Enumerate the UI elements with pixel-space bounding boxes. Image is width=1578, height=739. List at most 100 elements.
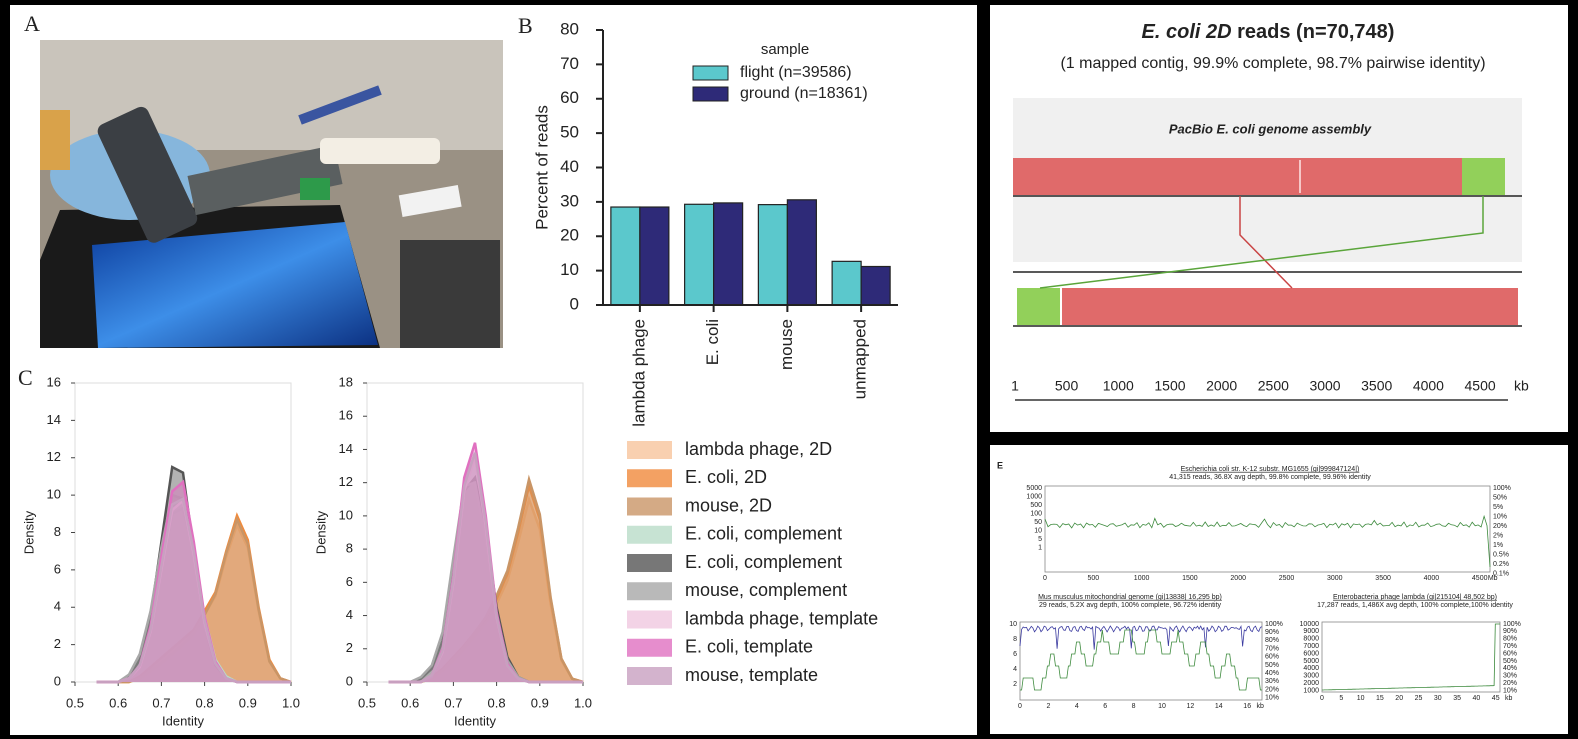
coverage-right-label: 60% bbox=[1265, 654, 1279, 661]
x-tick-label: 2000 bbox=[1206, 378, 1237, 394]
coverage-x-label: 1500 bbox=[1182, 575, 1198, 582]
coverage-left-label: 8 bbox=[1013, 636, 1017, 643]
y-tick-label: 10 bbox=[47, 487, 61, 502]
coverage-right-label: 40% bbox=[1265, 670, 1279, 677]
x-tick-label: 1500 bbox=[1154, 378, 1185, 394]
coverage-x-label: Mb bbox=[1488, 575, 1498, 582]
coverage-x-label: 6 bbox=[1103, 703, 1107, 710]
coverage-right-label: 70% bbox=[1503, 643, 1517, 650]
y-tick-label: 30 bbox=[560, 191, 579, 210]
x-tick-label: 0.6 bbox=[401, 695, 419, 710]
x-tick-label: 1000 bbox=[1103, 378, 1134, 394]
coverage-right-label: 90% bbox=[1503, 628, 1517, 635]
x-tick-label: 0.9 bbox=[239, 695, 257, 710]
coverage-x-label: 10 bbox=[1158, 703, 1166, 710]
axis-unit: kb bbox=[1514, 378, 1529, 394]
coverage-right-label: 2% bbox=[1493, 532, 1503, 539]
coverage-subtitle: 41,315 reads, 36.8X avg depth, 99.8% com… bbox=[1169, 474, 1371, 481]
coverage-title: Escherichia coli str. K-12 substr. MG165… bbox=[1181, 466, 1360, 473]
coverage-x-label: 8 bbox=[1132, 703, 1136, 710]
bar bbox=[685, 204, 714, 305]
y-tick-label: 10 bbox=[339, 507, 353, 522]
legend-label: lambda phage, 2D bbox=[685, 439, 832, 459]
x-tick-label: 0.7 bbox=[444, 695, 462, 710]
coverage-right-label: 100% bbox=[1503, 621, 1521, 628]
coverage-left-label: 8000 bbox=[1303, 636, 1319, 643]
coverage-x-label: 20 bbox=[1395, 695, 1403, 702]
bar bbox=[861, 267, 890, 306]
alignment-title: E. coli 2D reads (n=70,748) bbox=[1142, 21, 1395, 43]
y-tick-label: 12 bbox=[47, 449, 61, 464]
coverage-right-label: 20% bbox=[1493, 523, 1507, 530]
y-tick-label: 20 bbox=[560, 226, 579, 245]
y-tick-label: 10 bbox=[560, 260, 579, 279]
bar bbox=[832, 261, 861, 305]
legend-label: lambda phage, template bbox=[685, 608, 878, 628]
legend-swatch bbox=[627, 667, 672, 685]
x-tick-label: 1.0 bbox=[574, 695, 592, 710]
coverage-right-label: 20% bbox=[1265, 686, 1279, 693]
coverage-x-label: 40 bbox=[1473, 695, 1481, 702]
alignment-subtitle: (1 mapped contig, 99.9% complete, 98.7% … bbox=[1060, 55, 1485, 72]
coverage-x-label: 4000 bbox=[1424, 575, 1440, 582]
coverage-x-label: 14 bbox=[1215, 703, 1223, 710]
bar bbox=[758, 205, 787, 305]
coverage-title: Mus musculus mitochondrial genome (gi|13… bbox=[1038, 594, 1222, 601]
legend-label: E. coli, template bbox=[685, 637, 813, 657]
panel-label: A bbox=[24, 11, 40, 36]
y-tick-label: 16 bbox=[339, 408, 353, 423]
coverage-left-label: 10000 bbox=[1300, 621, 1320, 628]
legend-label: ground (n=18361) bbox=[740, 85, 868, 102]
legend-swatch bbox=[627, 498, 672, 516]
coverage-left-label: 500 bbox=[1030, 502, 1042, 509]
coverage-right-label: 0.5% bbox=[1493, 551, 1509, 558]
y-tick-label: 50 bbox=[560, 123, 579, 142]
coverage-x-label: 4500 bbox=[1472, 575, 1488, 582]
coverage-x-label: 30 bbox=[1434, 695, 1442, 702]
x-tick-label: mouse bbox=[777, 319, 796, 370]
title-italic: E. coli 2D bbox=[1142, 21, 1232, 43]
panel-label: B bbox=[518, 13, 533, 38]
bar bbox=[640, 207, 669, 305]
y-tick-label: 2 bbox=[346, 640, 353, 655]
y-axis-label: Density bbox=[313, 510, 328, 554]
reference-label: PacBio E. coli genome assembly bbox=[1169, 121, 1372, 136]
legend-swatch bbox=[627, 611, 672, 629]
coverage-left-label: 1000 bbox=[1303, 687, 1319, 694]
y-tick-label: 8 bbox=[346, 541, 353, 556]
coverage-x-label: 3000 bbox=[1327, 575, 1343, 582]
x-tick-label: 0.5 bbox=[358, 695, 376, 710]
y-tick-label: 0 bbox=[54, 673, 61, 688]
legend-swatch bbox=[693, 66, 728, 80]
coverage-left-label: 1000 bbox=[1026, 493, 1042, 500]
x-axis-label: Identity bbox=[454, 713, 496, 728]
coverage-right-label: 100% bbox=[1493, 485, 1511, 492]
coverage-left-label: 3000 bbox=[1303, 673, 1319, 680]
coverage-right-label: 10% bbox=[1265, 695, 1279, 702]
legend-swatch bbox=[627, 554, 672, 572]
legend-label: mouse, 2D bbox=[685, 495, 772, 515]
coverage-x-label: 25 bbox=[1415, 695, 1423, 702]
coverage-right-label: 30% bbox=[1503, 673, 1517, 680]
coverage-right-label: 1% bbox=[1493, 542, 1503, 549]
x-tick-label: 0.5 bbox=[66, 695, 84, 710]
x-tick-label: 0.7 bbox=[152, 695, 170, 710]
coverage-right-label: 20% bbox=[1503, 680, 1517, 687]
coverage-right-label: 100% bbox=[1265, 621, 1283, 628]
coverage-left-label: 6 bbox=[1013, 651, 1017, 658]
x-tick-label: lambda phage bbox=[629, 319, 648, 427]
legend-swatch bbox=[627, 582, 672, 600]
coverage-x-label: kb bbox=[1256, 703, 1264, 710]
y-tick-label: 6 bbox=[54, 561, 61, 576]
legend-label: E. coli, complement bbox=[685, 552, 842, 572]
coverage-left-label: 10 bbox=[1034, 527, 1042, 534]
coverage-x-label: 2500 bbox=[1279, 575, 1295, 582]
coverage-left-label: 6000 bbox=[1303, 650, 1319, 657]
coverage-left-label: 5 bbox=[1038, 536, 1042, 543]
legend-label: flight (n=39586) bbox=[740, 64, 852, 81]
coverage-right-label: 50% bbox=[1503, 658, 1517, 665]
photo bbox=[40, 40, 503, 348]
coverage-x-label: 1000 bbox=[1134, 575, 1150, 582]
y-tick-label: 12 bbox=[339, 474, 353, 489]
legend-swatch bbox=[693, 87, 728, 101]
